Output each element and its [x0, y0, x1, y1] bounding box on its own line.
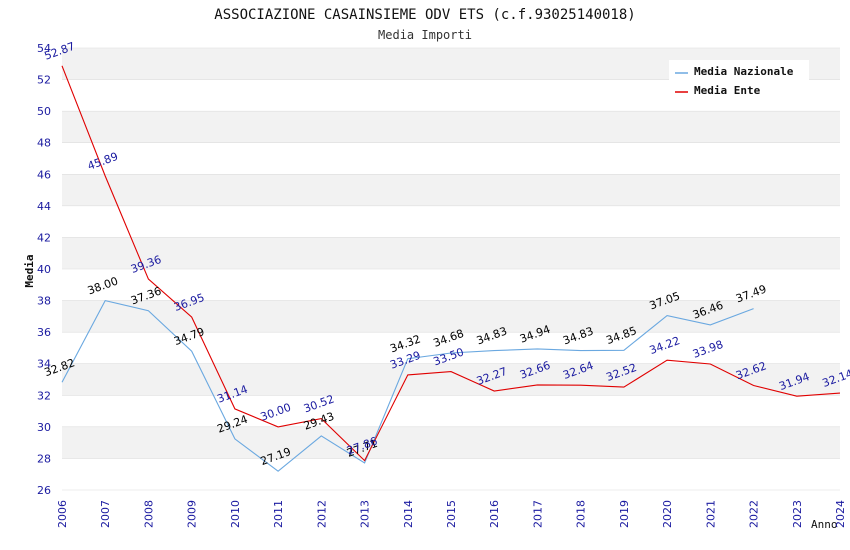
x-tick-label: 2010 [229, 500, 242, 528]
x-tick-label: 2014 [402, 500, 415, 528]
x-tick-label: 2018 [575, 500, 588, 528]
x-tick-label: 2024 [834, 500, 847, 528]
legend-label-nazionale: Media Nazionale [694, 65, 794, 78]
legend: Media Nazionale Media Ente [669, 60, 809, 102]
chart-title: ASSOCIAZIONE CASAINSIEME ODV ETS (c.f.93… [214, 7, 635, 23]
y-tick-label: 52 [37, 74, 51, 87]
x-tick-label: 2011 [272, 500, 285, 528]
series-line-nazionale [61, 299, 754, 472]
grid-band [62, 111, 840, 143]
series-line-ente [61, 65, 841, 462]
x-tick-label: 2016 [488, 500, 501, 528]
y-tick-label: 46 [37, 168, 51, 181]
y-tick-label: 32 [37, 389, 51, 402]
x-tick-label: 2012 [315, 500, 328, 528]
y-tick-label: 54 [37, 42, 51, 55]
x-tick-label: 2019 [618, 500, 631, 528]
y-tick-label: 26 [37, 484, 51, 497]
data-label-nazionale: 38.00 [86, 274, 120, 297]
y-tick-label: 40 [37, 263, 51, 276]
x-tick-label: 2013 [359, 500, 372, 528]
series-lines [61, 65, 841, 472]
grid-band [62, 174, 840, 206]
legend-label-ente: Media Ente [694, 84, 761, 97]
y-tick-label: 36 [37, 326, 51, 339]
data-label-ente: 30.00 [259, 401, 293, 424]
chart-subtitle: Media Importi [378, 28, 472, 42]
grid-bands [62, 47, 840, 491]
grid-band [62, 237, 840, 269]
x-tick-label: 2020 [661, 500, 674, 528]
x-tick-label: 2021 [704, 500, 717, 528]
x-tick-label: 2008 [142, 500, 155, 528]
data-label-ente: 34.22 [648, 334, 682, 357]
y-axis-title: Media [23, 254, 36, 287]
y-tick-label: 42 [37, 231, 51, 244]
x-tick-label: 2009 [186, 500, 199, 528]
grid-band [62, 426, 840, 459]
y-tick-label: 50 [37, 105, 51, 118]
x-tick-label: 2023 [791, 500, 804, 528]
y-tick-label: 48 [37, 137, 51, 150]
grid-band [62, 363, 840, 396]
y-axis-ticks: 26 28 30 32 34 36 38 40 42 44 46 48 50 52 54 [37, 42, 51, 497]
x-tick-label: 2017 [531, 500, 544, 528]
y-tick-label: 44 [37, 200, 51, 213]
data-label-ente: 33.98 [691, 338, 725, 361]
y-tick-label: 28 [37, 452, 51, 465]
y-tick-label: 38 [37, 295, 51, 308]
x-axis-ticks: 2006 2007 2008 2009 2010 2011 2012 2013 2014 2015… [56, 500, 847, 528]
x-axis-title: Anno [811, 518, 838, 531]
legend-box [669, 60, 809, 102]
y-tick-label: 30 [37, 421, 51, 434]
x-tick-label: 2022 [748, 500, 761, 528]
x-tick-label: 2007 [99, 500, 112, 528]
x-tick-label: 2006 [56, 500, 69, 528]
y-tick-label: 34 [37, 358, 51, 371]
x-tick-label: 2015 [445, 500, 458, 528]
